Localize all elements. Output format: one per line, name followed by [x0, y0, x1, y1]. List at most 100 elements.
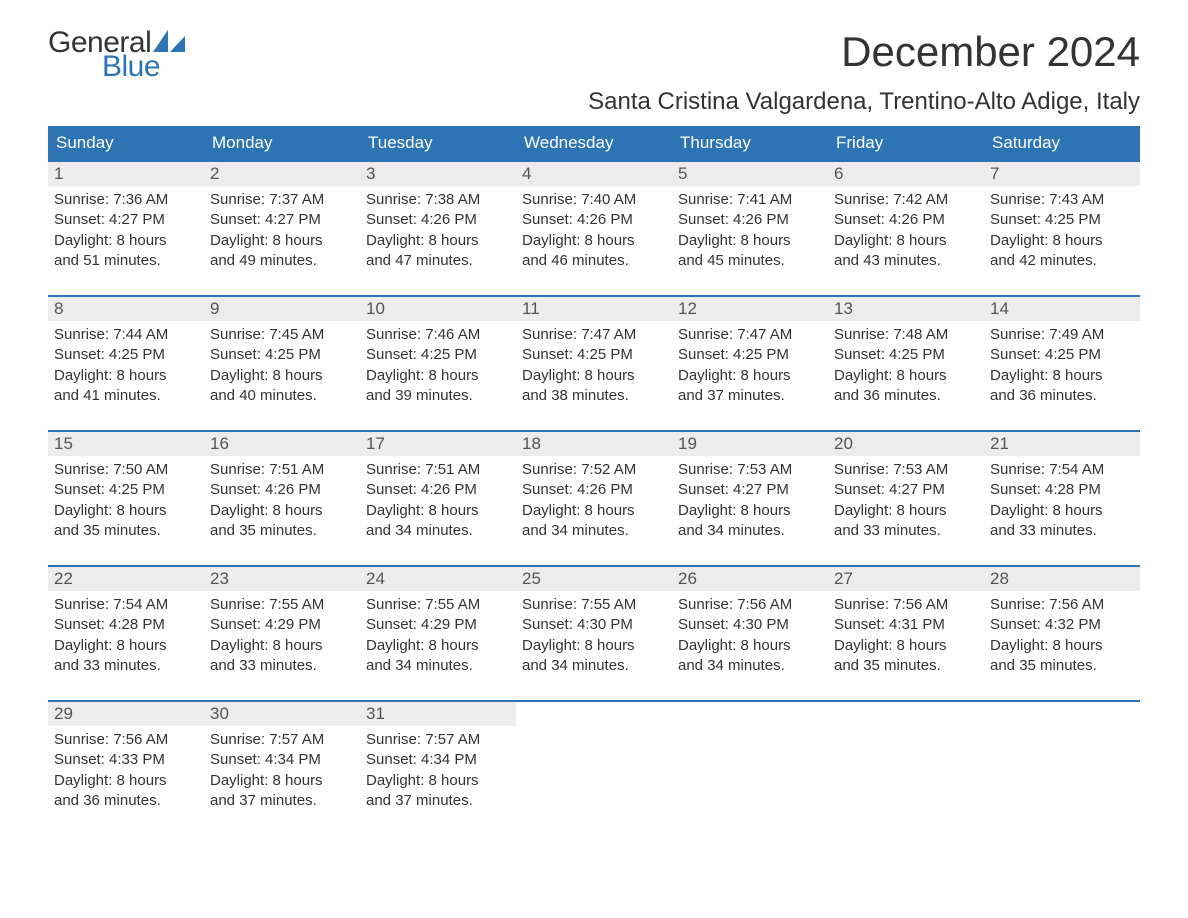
day-body: Sunrise: 7:55 AMSunset: 4:29 PMDaylight:…: [360, 591, 516, 690]
day-dl2: and 51 minutes.: [54, 251, 198, 271]
day-cell: 7Sunrise: 7:43 AMSunset: 4:25 PMDaylight…: [984, 162, 1140, 285]
day-number: 28: [984, 567, 1140, 591]
day-sunrise: Sunrise: 7:55 AM: [366, 595, 510, 615]
day-dl1: Daylight: 8 hours: [210, 231, 354, 251]
day-body: Sunrise: 7:36 AMSunset: 4:27 PMDaylight:…: [48, 186, 204, 285]
day-body: Sunrise: 7:54 AMSunset: 4:28 PMDaylight:…: [48, 591, 204, 690]
day-cell: 23Sunrise: 7:55 AMSunset: 4:29 PMDayligh…: [204, 567, 360, 690]
day-body: Sunrise: 7:41 AMSunset: 4:26 PMDaylight:…: [672, 186, 828, 285]
day-dl2: and 38 minutes.: [522, 386, 666, 406]
day-sunrise: Sunrise: 7:50 AM: [54, 460, 198, 480]
day-number: 21: [984, 432, 1140, 456]
day-number: 23: [204, 567, 360, 591]
day-sunrise: Sunrise: 7:55 AM: [522, 595, 666, 615]
day-number: 5: [672, 162, 828, 186]
day-sunset: Sunset: 4:26 PM: [366, 210, 510, 230]
day-dl2: and 33 minutes.: [54, 656, 198, 676]
day-sunset: Sunset: 4:30 PM: [678, 615, 822, 635]
day-body: Sunrise: 7:51 AMSunset: 4:26 PMDaylight:…: [204, 456, 360, 555]
day-dl1: Daylight: 8 hours: [366, 366, 510, 386]
day-dl2: and 36 minutes.: [54, 791, 198, 811]
day-body: Sunrise: 7:50 AMSunset: 4:25 PMDaylight:…: [48, 456, 204, 555]
day-dl1: Daylight: 8 hours: [54, 636, 198, 656]
day-sunset: Sunset: 4:29 PM: [210, 615, 354, 635]
day-cell: 31Sunrise: 7:57 AMSunset: 4:34 PMDayligh…: [360, 702, 516, 825]
day-dl2: and 46 minutes.: [522, 251, 666, 271]
day-dl2: and 35 minutes.: [990, 656, 1134, 676]
day-number: 20: [828, 432, 984, 456]
day-sunset: Sunset: 4:27 PM: [678, 480, 822, 500]
day-number: 19: [672, 432, 828, 456]
day-sunrise: Sunrise: 7:48 AM: [834, 325, 978, 345]
day-dl1: Daylight: 8 hours: [678, 501, 822, 521]
day-sunrise: Sunrise: 7:47 AM: [678, 325, 822, 345]
day-sunrise: Sunrise: 7:54 AM: [990, 460, 1134, 480]
day-sunset: Sunset: 4:33 PM: [54, 750, 198, 770]
day-cell: 18Sunrise: 7:52 AMSunset: 4:26 PMDayligh…: [516, 432, 672, 555]
day-number: 9: [204, 297, 360, 321]
day-body: Sunrise: 7:48 AMSunset: 4:25 PMDaylight:…: [828, 321, 984, 420]
day-dl2: and 36 minutes.: [990, 386, 1134, 406]
week-row: 1Sunrise: 7:36 AMSunset: 4:27 PMDaylight…: [48, 160, 1140, 285]
day-body: Sunrise: 7:55 AMSunset: 4:29 PMDaylight:…: [204, 591, 360, 690]
day-cell: 21Sunrise: 7:54 AMSunset: 4:28 PMDayligh…: [984, 432, 1140, 555]
day-cell: [672, 702, 828, 825]
day-sunset: Sunset: 4:26 PM: [210, 480, 354, 500]
day-sunset: Sunset: 4:26 PM: [522, 210, 666, 230]
month-title: December 2024: [841, 28, 1140, 76]
day-dl1: Daylight: 8 hours: [522, 501, 666, 521]
day-sunset: Sunset: 4:26 PM: [678, 210, 822, 230]
day-sunrise: Sunrise: 7:42 AM: [834, 190, 978, 210]
day-dl1: Daylight: 8 hours: [366, 636, 510, 656]
dow-tuesday: Tuesday: [360, 126, 516, 160]
day-sunset: Sunset: 4:25 PM: [366, 345, 510, 365]
day-number: 18: [516, 432, 672, 456]
day-sunset: Sunset: 4:25 PM: [834, 345, 978, 365]
day-sunset: Sunset: 4:34 PM: [366, 750, 510, 770]
day-dl2: and 34 minutes.: [366, 521, 510, 541]
day-dl1: Daylight: 8 hours: [54, 366, 198, 386]
day-of-week-header: Sunday Monday Tuesday Wednesday Thursday…: [48, 126, 1140, 160]
day-dl2: and 41 minutes.: [54, 386, 198, 406]
day-dl1: Daylight: 8 hours: [678, 636, 822, 656]
day-cell: 2Sunrise: 7:37 AMSunset: 4:27 PMDaylight…: [204, 162, 360, 285]
day-sunrise: Sunrise: 7:45 AM: [210, 325, 354, 345]
day-number: 22: [48, 567, 204, 591]
day-sunset: Sunset: 4:32 PM: [990, 615, 1134, 635]
day-dl1: Daylight: 8 hours: [210, 501, 354, 521]
day-number: 12: [672, 297, 828, 321]
day-sunrise: Sunrise: 7:56 AM: [54, 730, 198, 750]
day-body: Sunrise: 7:53 AMSunset: 4:27 PMDaylight:…: [672, 456, 828, 555]
day-sunset: Sunset: 4:27 PM: [54, 210, 198, 230]
day-sunset: Sunset: 4:25 PM: [522, 345, 666, 365]
day-dl2: and 45 minutes.: [678, 251, 822, 271]
dow-wednesday: Wednesday: [516, 126, 672, 160]
week-row: 29Sunrise: 7:56 AMSunset: 4:33 PMDayligh…: [48, 700, 1140, 825]
day-sunset: Sunset: 4:28 PM: [54, 615, 198, 635]
day-cell: 27Sunrise: 7:56 AMSunset: 4:31 PMDayligh…: [828, 567, 984, 690]
day-body: Sunrise: 7:44 AMSunset: 4:25 PMDaylight:…: [48, 321, 204, 420]
day-sunset: Sunset: 4:27 PM: [210, 210, 354, 230]
day-number: 4: [516, 162, 672, 186]
day-dl2: and 49 minutes.: [210, 251, 354, 271]
day-sunrise: Sunrise: 7:37 AM: [210, 190, 354, 210]
day-body: Sunrise: 7:56 AMSunset: 4:30 PMDaylight:…: [672, 591, 828, 690]
day-number: 6: [828, 162, 984, 186]
day-sunrise: Sunrise: 7:43 AM: [990, 190, 1134, 210]
day-dl1: Daylight: 8 hours: [678, 231, 822, 251]
day-cell: 3Sunrise: 7:38 AMSunset: 4:26 PMDaylight…: [360, 162, 516, 285]
day-number: 15: [48, 432, 204, 456]
day-body: Sunrise: 7:56 AMSunset: 4:33 PMDaylight:…: [48, 726, 204, 825]
day-dl1: Daylight: 8 hours: [210, 771, 354, 791]
day-sunrise: Sunrise: 7:44 AM: [54, 325, 198, 345]
dow-sunday: Sunday: [48, 126, 204, 160]
day-sunset: Sunset: 4:28 PM: [990, 480, 1134, 500]
day-dl2: and 34 minutes.: [522, 656, 666, 676]
day-cell: 16Sunrise: 7:51 AMSunset: 4:26 PMDayligh…: [204, 432, 360, 555]
day-body: Sunrise: 7:46 AMSunset: 4:25 PMDaylight:…: [360, 321, 516, 420]
day-dl1: Daylight: 8 hours: [366, 501, 510, 521]
day-number: 16: [204, 432, 360, 456]
day-sunrise: Sunrise: 7:56 AM: [834, 595, 978, 615]
day-body: Sunrise: 7:53 AMSunset: 4:27 PMDaylight:…: [828, 456, 984, 555]
day-number: 27: [828, 567, 984, 591]
